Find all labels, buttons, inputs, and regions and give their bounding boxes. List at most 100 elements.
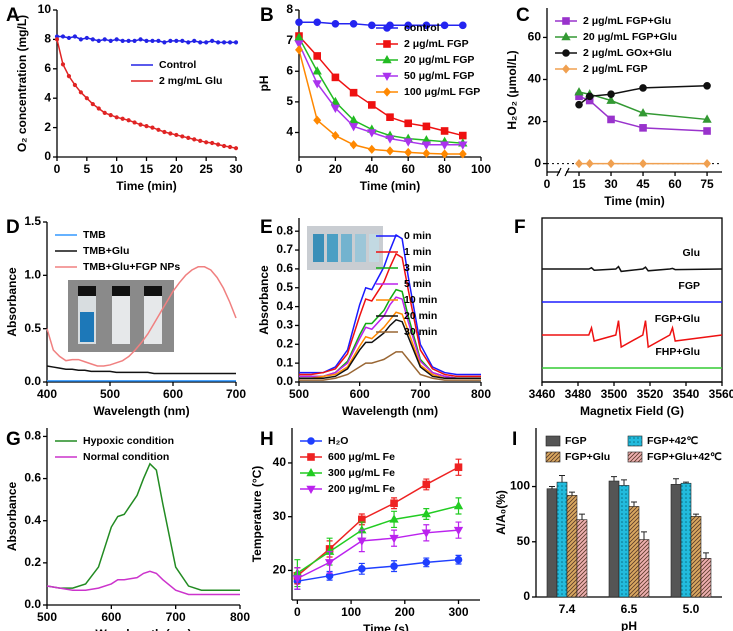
error-bar (549, 486, 555, 489)
marker (439, 141, 450, 150)
series-line (46, 365, 236, 375)
y-tick-label: 0.0 (24, 374, 41, 388)
x-tick-label: 500 (100, 387, 120, 401)
x-tick-label: 3480 (565, 387, 592, 401)
marker (404, 119, 412, 128)
legend-label: 2 μg/mL FGP (583, 63, 648, 75)
error-bar (683, 481, 689, 484)
x-tick-label: 100 (341, 605, 361, 619)
y-tick-label: 0.8 (276, 223, 293, 237)
marker (192, 137, 197, 142)
x-tick-label: 400 (37, 387, 57, 401)
error-bar (631, 501, 637, 507)
marker (294, 32, 304, 41)
panel-letter: I (512, 429, 517, 450)
legend-label: FGP+Glu+42℃ (647, 451, 722, 463)
marker (390, 562, 398, 570)
panel-letter: A (6, 5, 20, 26)
marker (174, 38, 179, 43)
y-tick-label: 7 (286, 33, 293, 47)
panel-letter: F (514, 217, 526, 238)
series-line (299, 252, 481, 378)
marker (307, 453, 315, 461)
marker (702, 114, 712, 123)
x-axis-label: Time (min) (604, 194, 664, 208)
panel-letter: G (6, 429, 21, 450)
marker (575, 159, 583, 169)
marker (703, 127, 711, 135)
marker (348, 115, 359, 124)
x-tick-label: 45 (636, 177, 650, 191)
trace-label: FGP (678, 280, 700, 292)
bar (670, 484, 682, 598)
marker (216, 142, 221, 147)
x-tick-label: 600 (163, 387, 183, 401)
marker (221, 143, 227, 149)
marker (383, 40, 391, 48)
marker (84, 35, 89, 41)
tube (313, 234, 324, 262)
marker (312, 80, 322, 89)
marker (459, 131, 467, 140)
marker (126, 118, 131, 123)
legend-label: 10 min (404, 294, 437, 306)
marker (150, 125, 155, 130)
error-bar (673, 478, 679, 485)
marker (330, 96, 341, 106)
series-line (298, 35, 463, 137)
marker (186, 40, 191, 45)
marker (138, 37, 143, 42)
bar (576, 519, 588, 598)
vial-cap (144, 286, 162, 296)
marker (306, 467, 316, 477)
y-axis-label: Absorbance (5, 267, 19, 337)
marker (422, 21, 431, 30)
x-tick-label: 5.0 (683, 602, 700, 616)
x-tick-label: 800 (230, 610, 250, 624)
x-tick-label: 500 (37, 610, 57, 624)
marker (368, 21, 376, 30)
marker (454, 555, 463, 564)
marker (639, 84, 647, 92)
marker (156, 127, 161, 132)
bar (618, 485, 630, 598)
marker (108, 113, 113, 118)
legend-label: 20 μg/mL FGP+Glu (583, 31, 677, 43)
legend-label: FGP+42℃ (647, 435, 698, 447)
marker (210, 140, 215, 146)
marker (144, 38, 149, 43)
marker (331, 130, 340, 141)
marker (389, 514, 399, 523)
x-tick-label: 10 (110, 162, 124, 176)
x-tick-label: 25 (199, 162, 213, 176)
x-tick-label: 15 (572, 177, 586, 191)
y-tick-label: 0.4 (276, 299, 293, 313)
legend-label: 100 μg/mL FGP (404, 86, 480, 98)
panel-letter: D (6, 217, 20, 238)
marker (78, 90, 83, 95)
series-line (299, 351, 481, 381)
marker (227, 40, 233, 45)
marker (562, 49, 570, 57)
series-line (296, 466, 459, 577)
legend-label: 20 min (404, 310, 437, 322)
x-tick-label: 3500 (601, 387, 628, 401)
x-tick-label: 3540 (673, 387, 700, 401)
y-tick-label: 0.4 (24, 513, 41, 527)
legend-label: TMB+Glu (83, 245, 129, 257)
y-tick-label: 2 (44, 120, 51, 134)
marker (403, 138, 413, 147)
y-axis-label: Absorbance (257, 265, 271, 335)
y-tick-label: 0.6 (276, 261, 293, 275)
bar (690, 516, 702, 598)
marker (349, 140, 358, 150)
legend-label: FGP+Glu (565, 451, 610, 463)
series-line (542, 320, 723, 349)
series-line (299, 318, 481, 379)
marker (331, 73, 340, 82)
marker (233, 146, 239, 151)
x-axis-label: Magnetix Field (G) (580, 404, 684, 418)
error-bar (579, 513, 585, 520)
error-bar (569, 491, 575, 496)
x-tick-label: 20 (329, 162, 343, 176)
